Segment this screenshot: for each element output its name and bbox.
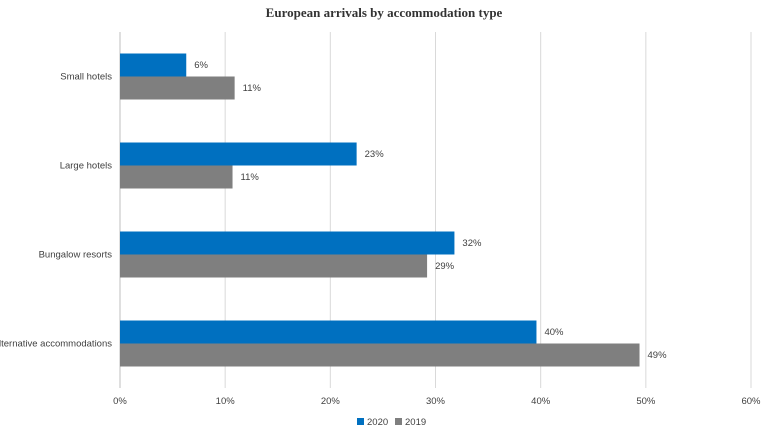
bar-2019 <box>120 254 428 278</box>
bar-2019 <box>120 76 235 100</box>
category-label: Alternative accommodations <box>0 339 112 350</box>
legend-swatch-2019 <box>395 418 402 425</box>
data-label: 40% <box>544 327 564 338</box>
x-tick-label: 60% <box>741 396 761 407</box>
data-label: 6% <box>194 60 208 71</box>
data-label: 29% <box>435 261 455 272</box>
bar-2020 <box>120 53 187 77</box>
x-axis-tick-labels: 0% 10% 20% 30% 40% 50% 60% <box>113 396 761 407</box>
bar-2020 <box>120 320 537 344</box>
category-label: Bungalow resorts <box>39 250 113 261</box>
bar-2019 <box>120 343 640 367</box>
legend: 2020 2019 <box>357 417 426 428</box>
category-label: Large hotels <box>60 161 113 172</box>
bar-2020 <box>120 231 455 255</box>
data-labels: 6% 11% 23% 11% 32% 29% 40% 49% <box>194 60 667 361</box>
legend-swatch-2020 <box>357 418 364 425</box>
legend-label: 2020 <box>367 417 388 428</box>
data-label: 11% <box>241 172 260 183</box>
x-tick-label: 0% <box>113 396 127 407</box>
x-tick-label: 20% <box>321 396 341 407</box>
data-label: 49% <box>648 350 668 361</box>
data-label: 32% <box>462 238 482 249</box>
chart-title: European arrivals by accommodation type <box>266 5 503 20</box>
x-tick-label: 10% <box>216 396 236 407</box>
bar-2020 <box>120 142 357 166</box>
x-tick-label: 50% <box>636 396 656 407</box>
data-label: 23% <box>365 149 385 160</box>
x-tick-label: 40% <box>531 396 551 407</box>
category-labels: Small hotels Large hotels Bungalow resorts… <box>0 72 112 350</box>
category-label: Small hotels <box>60 72 112 83</box>
legend-label: 2019 <box>405 417 426 428</box>
bar-2019 <box>120 165 233 189</box>
bars <box>120 53 640 367</box>
x-tick-label: 30% <box>426 396 446 407</box>
data-label: 11% <box>243 83 262 94</box>
